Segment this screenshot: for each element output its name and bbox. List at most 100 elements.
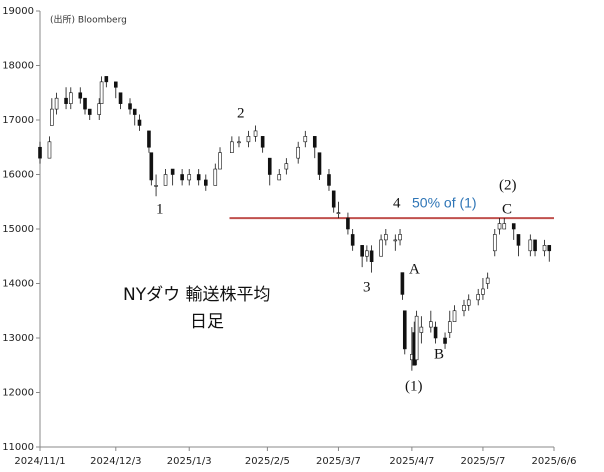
source: (出所) Bloomberg	[50, 14, 127, 26]
candle-body	[230, 141, 234, 154]
candle-body	[393, 239, 398, 242]
y-tick-label: 17000	[2, 115, 34, 126]
candle-body	[147, 130, 151, 148]
candle-body	[327, 174, 331, 186]
candle-body	[253, 130, 258, 137]
fib-label: 50% of (1)	[412, 195, 477, 211]
candle-body	[78, 92, 83, 99]
x-tick-label: 2025/4/7	[389, 456, 434, 467]
candle-body	[170, 168, 175, 175]
x-tick-label: 2025/3/7	[316, 456, 361, 467]
candle-body	[104, 76, 109, 83]
candle-body	[267, 157, 272, 175]
candle-body	[398, 234, 402, 241]
candle-body	[187, 174, 192, 181]
candle-body	[163, 174, 168, 186]
y-tick-label: 19000	[2, 6, 34, 17]
candle-body	[38, 146, 42, 159]
candle-body	[296, 146, 300, 159]
candle-body	[400, 272, 405, 295]
wave-label: 1	[156, 201, 164, 217]
candle-body	[346, 217, 350, 230]
wave-label: B	[434, 346, 444, 362]
candle-body	[476, 294, 481, 301]
candle-body	[47, 141, 52, 159]
y-tick-label: 18000	[2, 61, 34, 72]
candle-body	[154, 185, 158, 187]
candle-body	[312, 136, 317, 148]
candle-body	[149, 152, 154, 181]
chart-subtitle: 日足	[190, 312, 224, 332]
candle-body	[547, 245, 552, 252]
candle-body	[237, 141, 241, 144]
candle-body	[246, 136, 251, 143]
candle-body	[350, 234, 355, 246]
candle-body	[516, 234, 521, 246]
candle-body	[466, 299, 471, 306]
candle-body	[336, 212, 341, 214]
candle-body	[492, 234, 497, 252]
candle-body	[196, 174, 201, 181]
candle-body	[260, 136, 265, 148]
candle-body	[180, 174, 184, 181]
candle-body	[402, 310, 407, 350]
candle-body	[528, 239, 533, 252]
candle-body	[113, 81, 118, 88]
wave-label: A	[409, 261, 420, 277]
candle-body	[429, 321, 433, 328]
candle-body	[54, 97, 59, 110]
candle-body	[64, 97, 68, 104]
candle-body	[360, 245, 364, 257]
candle-body	[132, 108, 137, 115]
candle-body	[277, 174, 282, 181]
x-tick-label: 2025/2/5	[245, 456, 290, 467]
candle-body	[218, 152, 222, 170]
wave-label: 3	[363, 279, 371, 295]
candle-body	[452, 310, 457, 322]
candle-body	[50, 108, 54, 126]
candle-body	[365, 250, 369, 257]
candle-body	[118, 92, 123, 104]
candle-body	[68, 92, 73, 104]
x-tick-label: 2024/12/3	[90, 456, 141, 467]
wave-label: 4	[393, 195, 401, 211]
candle-body	[204, 179, 208, 186]
candle-body	[414, 315, 419, 361]
candle-body	[542, 245, 547, 252]
candle-body	[481, 288, 485, 295]
candle-body	[443, 337, 447, 344]
candle-body	[87, 108, 92, 115]
candle-body	[502, 223, 507, 230]
candle-body	[447, 321, 452, 333]
x-tick-label: 2025/1/3	[167, 456, 212, 467]
wave-label: C	[502, 201, 512, 217]
candle-body	[433, 326, 438, 339]
candle-body	[384, 234, 388, 241]
candle-body	[317, 152, 322, 175]
y-tick-label: 15000	[2, 224, 34, 235]
candle-body	[511, 223, 516, 230]
x-tick-label: 2024/11/1	[14, 456, 65, 467]
candle-body	[379, 239, 383, 257]
candle-body	[128, 103, 132, 110]
candle-body	[462, 304, 466, 312]
y-tick-label: 11000	[2, 442, 34, 453]
candle-body	[369, 250, 374, 263]
candle-body	[99, 81, 104, 104]
chart-title: NYダウ 輸送株平均	[123, 285, 271, 305]
y-tick-label: 14000	[2, 279, 34, 290]
candle-body	[137, 119, 142, 126]
x-tick-label: 2025/6/6	[532, 456, 577, 467]
wave-label: (2)	[499, 177, 517, 193]
candle-body	[533, 239, 537, 252]
candle-body	[83, 97, 87, 110]
candle-body	[331, 190, 336, 208]
y-tick-label: 12000	[2, 388, 34, 399]
wave-label: (1)	[405, 378, 423, 394]
candle-body	[485, 277, 490, 284]
y-tick-label: 16000	[2, 170, 34, 181]
wave-label: 2	[237, 105, 245, 121]
candle-body	[419, 326, 424, 333]
candle-body	[213, 168, 218, 186]
